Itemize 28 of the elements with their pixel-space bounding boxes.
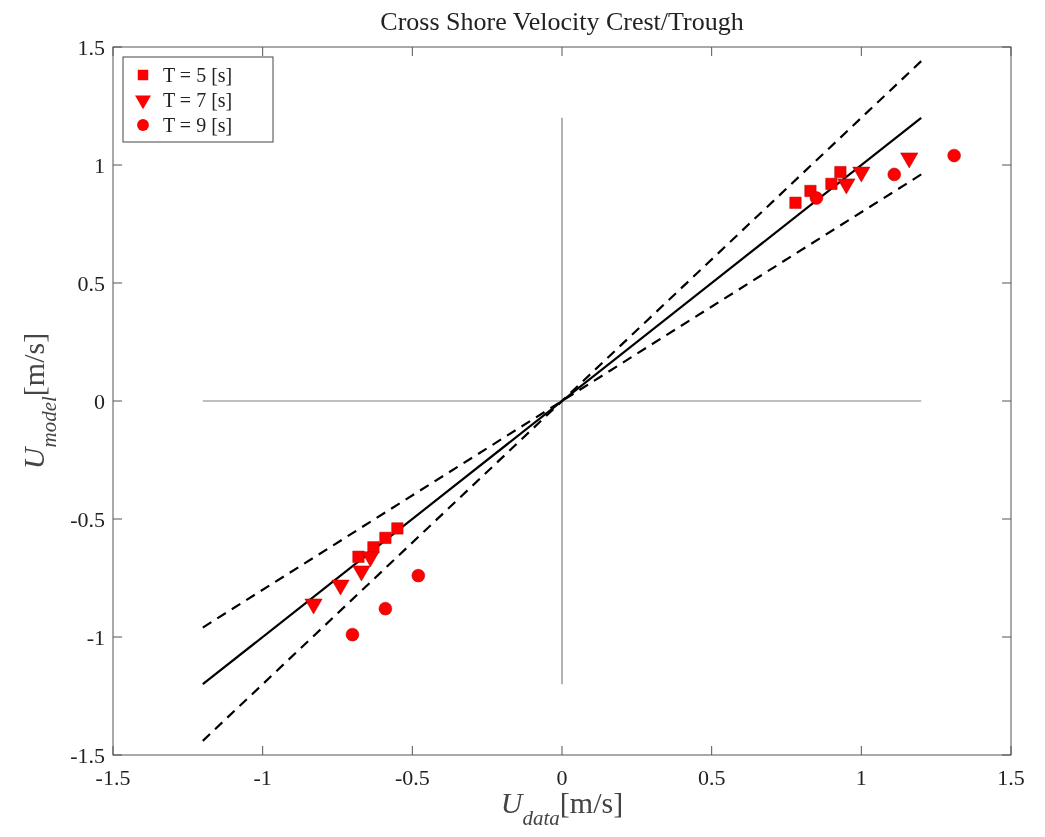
y-tick-label: -0.5 xyxy=(70,506,105,532)
point xyxy=(825,177,838,190)
y-tick-label: -1 xyxy=(86,624,105,650)
chart-title: Cross Shore Velocity Crest/Trough xyxy=(380,7,744,36)
point xyxy=(345,627,360,642)
y-tick-label: 1 xyxy=(94,152,105,178)
point xyxy=(789,196,802,209)
point xyxy=(809,191,824,205)
y-tick-label: 1.5 xyxy=(77,34,105,60)
legend-label: T = 9 [s] xyxy=(163,114,233,136)
point xyxy=(378,602,393,616)
point xyxy=(411,568,425,583)
point xyxy=(834,166,847,179)
legend-label: T = 7 [s] xyxy=(163,89,233,111)
x-tick-label: 1.5 xyxy=(997,765,1025,790)
x-tick-label: 0.5 xyxy=(697,765,726,790)
point xyxy=(887,167,901,182)
legend-label: T = 5 [s] xyxy=(163,64,233,86)
point xyxy=(947,148,961,163)
y-tick-label: 0.5 xyxy=(77,270,105,296)
x-tick-label: -0.5 xyxy=(394,765,430,790)
point xyxy=(391,522,404,535)
y-tick-label: 0 xyxy=(94,388,105,414)
point xyxy=(379,531,392,544)
y-tick-label: -1.5 xyxy=(70,742,105,768)
x-tick-label: 1 xyxy=(855,765,867,790)
x-tick-label: -1 xyxy=(253,765,272,790)
point xyxy=(352,550,365,563)
